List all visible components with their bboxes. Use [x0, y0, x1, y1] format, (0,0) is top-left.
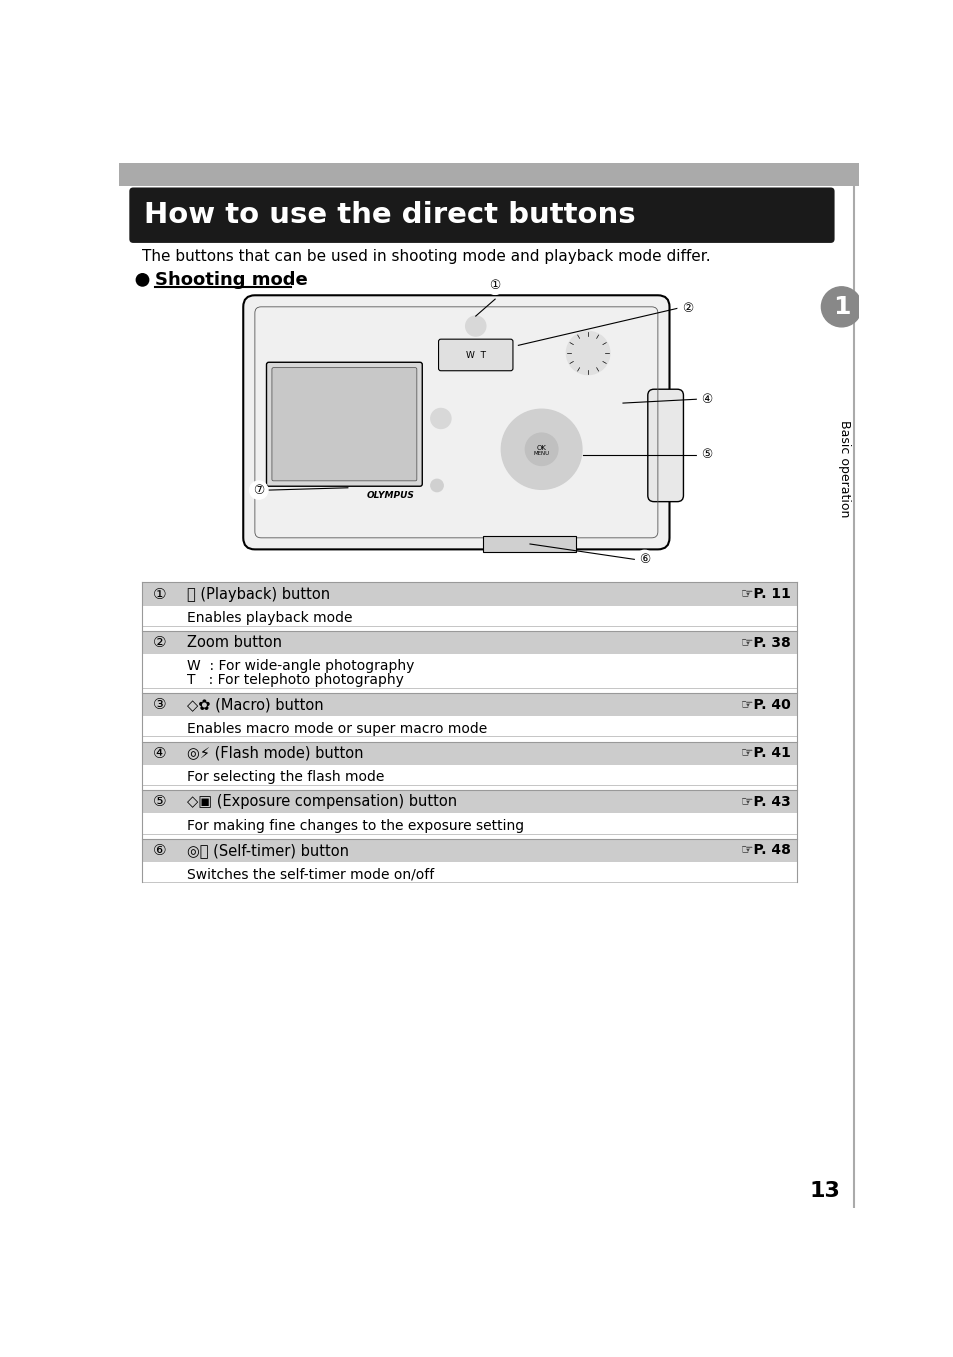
Circle shape [431, 479, 443, 491]
Text: ①: ① [489, 278, 500, 292]
Bar [483, 536, 576, 552]
Text: The buttons that can be used in shooting mode and playback mode differ.: The buttons that can be used in shooting… [142, 250, 710, 265]
Circle shape [821, 286, 861, 327]
Text: ④: ④ [700, 392, 712, 406]
Text: ◇▣ (Exposure compensation) button: ◇▣ (Exposure compensation) button [187, 794, 457, 809]
Bar [142, 582, 797, 605]
Text: Shooting mode: Shooting mode [154, 271, 307, 289]
Text: OLYMPUS: OLYMPUS [366, 491, 414, 499]
Bar [142, 693, 797, 716]
Text: ☞P. 48: ☞P. 48 [740, 844, 790, 858]
Text: How to use the direct buttons: How to use the direct buttons [144, 201, 635, 229]
Text: ◎⚡ (Flash mode) button: ◎⚡ (Flash mode) button [187, 746, 363, 761]
Bar [119, 163, 858, 186]
Text: ②: ② [152, 635, 166, 650]
Circle shape [465, 316, 485, 337]
Text: 13: 13 [808, 1181, 839, 1201]
Text: ◎⌛ (Self-timer) button: ◎⌛ (Self-timer) button [187, 843, 349, 858]
Text: ④: ④ [152, 746, 166, 761]
Text: ☞P. 38: ☞P. 38 [740, 635, 790, 650]
Circle shape [485, 275, 504, 294]
Circle shape [136, 274, 149, 286]
Text: For making fine changes to the exposure setting: For making fine changes to the exposure … [187, 818, 524, 833]
Circle shape [697, 445, 716, 464]
Text: T   : For telephoto photography: T : For telephoto photography [187, 673, 404, 687]
Circle shape [431, 408, 451, 429]
Text: Basic operation: Basic operation [838, 419, 850, 517]
Text: W  : For wide-angle photography: W : For wide-angle photography [187, 660, 415, 673]
Bar [142, 839, 797, 862]
Circle shape [678, 299, 696, 318]
Text: ③: ③ [152, 697, 166, 712]
Text: ⑥: ⑥ [639, 552, 650, 566]
Text: For selecting the flash mode: For selecting the flash mode [187, 771, 384, 784]
Text: Enables playback mode: Enables playback mode [187, 611, 353, 626]
Text: OK: OK [537, 445, 546, 451]
Text: Ⓟ (Playback) button: Ⓟ (Playback) button [187, 586, 331, 601]
FancyBboxPatch shape [266, 362, 422, 486]
Text: ☞P. 40: ☞P. 40 [740, 697, 790, 712]
Text: ②: ② [681, 301, 692, 315]
Bar [142, 654, 797, 688]
Circle shape [525, 433, 558, 465]
FancyBboxPatch shape [647, 389, 682, 502]
Text: ◇✿ (Macro) button: ◇✿ (Macro) button [187, 697, 324, 712]
Text: ①: ① [152, 586, 166, 601]
FancyBboxPatch shape [243, 296, 669, 550]
Bar [142, 862, 797, 882]
Circle shape [566, 331, 609, 375]
Circle shape [635, 550, 654, 569]
Text: Enables macro mode or super macro mode: Enables macro mode or super macro mode [187, 722, 487, 735]
Text: ☞P. 41: ☞P. 41 [740, 746, 790, 760]
Bar [142, 605, 797, 626]
Text: ⑤: ⑤ [700, 448, 712, 461]
Bar [142, 790, 797, 813]
Circle shape [249, 480, 268, 499]
FancyBboxPatch shape [272, 368, 416, 480]
Text: Switches the self-timer mode on/off: Switches the self-timer mode on/off [187, 867, 435, 882]
Text: Zoom button: Zoom button [187, 635, 282, 650]
Text: ⑦: ⑦ [253, 483, 264, 497]
Bar [142, 716, 797, 737]
Text: ☞P. 43: ☞P. 43 [740, 795, 790, 809]
Text: ⑥: ⑥ [152, 843, 166, 858]
Bar [142, 765, 797, 784]
Text: 1: 1 [832, 294, 849, 319]
Circle shape [697, 389, 716, 408]
FancyBboxPatch shape [438, 339, 513, 370]
Bar [142, 742, 797, 765]
Bar [142, 631, 797, 654]
Text: W  T: W T [465, 351, 485, 360]
FancyBboxPatch shape [130, 187, 834, 243]
Text: MENU: MENU [533, 452, 549, 456]
Text: ☞P. 11: ☞P. 11 [740, 588, 790, 601]
Bar [142, 813, 797, 833]
Circle shape [500, 410, 581, 490]
Text: ⑤: ⑤ [152, 794, 166, 809]
